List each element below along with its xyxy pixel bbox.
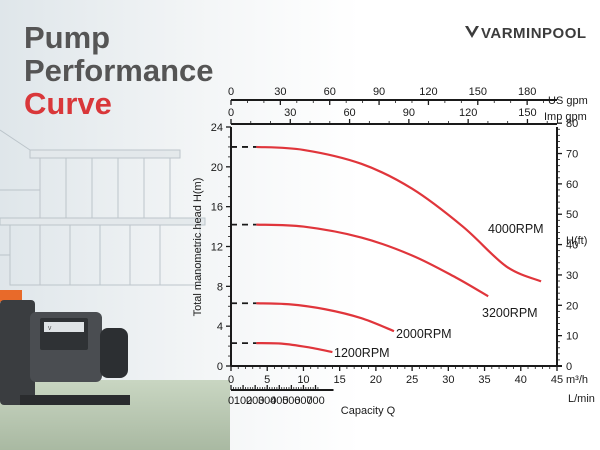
x-tick-label-m3h: 10 <box>297 374 309 386</box>
y-tick-label-m: 0 <box>217 361 223 373</box>
y-tick-label-m: 20 <box>211 162 223 174</box>
series-line-3200rpm <box>256 223 489 298</box>
x-tick-label-lmin: 300 <box>258 395 276 407</box>
x-tick-label-lmin: 700 <box>306 395 324 407</box>
tick-marks <box>226 100 562 390</box>
unit-m3h: m³/h <box>566 374 588 386</box>
series-label-2000rpm: 2000RPM <box>396 327 452 341</box>
y-tick-label-ft: 0 <box>566 361 572 373</box>
y-tick-label-m: 4 <box>217 321 223 333</box>
series-line-2000rpm <box>256 302 395 333</box>
y-tick-label-m: 8 <box>217 281 223 293</box>
x-tick-label-usgpm: 0 <box>228 86 234 98</box>
x-tick-label-m3h: 0 <box>228 374 234 386</box>
x-tick-label-impgpm: 150 <box>518 107 536 119</box>
y-axis-title: Total manometric head H(m) <box>192 178 204 317</box>
brand-name: VARMINPOOL <box>481 25 587 42</box>
x-tick-label-m3h: 20 <box>370 374 382 386</box>
series-label-1200rpm: 1200RPM <box>334 346 390 360</box>
y-tick-label-ft: 20 <box>566 300 578 312</box>
series-line-1200rpm <box>256 341 333 354</box>
x-tick-label-m3h: 35 <box>478 374 490 386</box>
x-tick-label-impgpm: 120 <box>459 107 477 119</box>
x-tick-label-m3h: 30 <box>442 374 454 386</box>
y-tick-label-ft: 30 <box>566 270 578 282</box>
x-tick-label-lmin: 200 <box>246 395 264 407</box>
unit-lmin: L/min <box>568 393 595 405</box>
y-tick-label-ft: 10 <box>566 331 578 343</box>
x-tick-label-usgpm: 30 <box>274 86 286 98</box>
y-tick-label-m: 12 <box>211 242 223 254</box>
unit-usgpm: US gpm <box>548 95 588 107</box>
unit-impgpm: Imp gpm <box>544 111 587 123</box>
y-tick-label-ft: 60 <box>566 179 578 191</box>
grass-ground <box>0 380 230 450</box>
y-tick-label-ft: 40 <box>566 240 578 252</box>
x-tick-label-impgpm: 90 <box>403 107 415 119</box>
v-mark-icon <box>465 26 479 38</box>
svg-text:V: V <box>48 326 52 332</box>
tick-labels: 0 5 10 15 20 25 30 35 40 450 100200300400500600700… <box>211 86 579 407</box>
x-tick-label-usgpm: 90 <box>373 86 385 98</box>
unit-ft: H(ft) <box>566 235 587 247</box>
x-tick-label-m3h: 5 <box>264 374 270 386</box>
series-line-4000rpm <box>256 145 542 283</box>
x-tick-label-m3h: 25 <box>406 374 418 386</box>
title-line-3: Curve <box>24 86 112 121</box>
title-line-2: Performance <box>24 53 214 88</box>
x-tick-label-impgpm: 0 <box>228 107 234 119</box>
x-tick-label-m3h: 15 <box>334 374 346 386</box>
x-tick-label-lmin: 400 <box>270 395 288 407</box>
y-tick-label-ft: 50 <box>566 209 578 221</box>
x-axis-title: Capacity Q <box>341 405 396 417</box>
x-tick-label-lmin: 0 <box>228 395 234 407</box>
brand-logo: VARMINPOOL <box>465 25 587 42</box>
pump-illustration: V <box>0 290 130 405</box>
chart-area: 0 5 10 15 20 25 30 35 40 450 100200300400500600700… <box>192 86 595 417</box>
x-tick-label-impgpm: 30 <box>284 107 296 119</box>
series-curves: 4000RPM 3200RPM 2000RPM 1200RPM <box>231 145 544 360</box>
x-tick-label-lmin: 600 <box>294 395 312 407</box>
x-tick-label-lmin: 500 <box>282 395 300 407</box>
y-tick-label-m: 16 <box>211 202 223 214</box>
series-label-4000rpm: 4000RPM <box>488 222 544 236</box>
x-tick-label-impgpm: 60 <box>343 107 355 119</box>
y-tick-label-ft: 80 <box>566 118 578 130</box>
building-illustration <box>0 129 206 286</box>
y-tick-label-ft: 70 <box>566 149 578 161</box>
y-tick-label-m: 24 <box>211 122 223 134</box>
series-label-3200rpm: 3200RPM <box>482 306 538 320</box>
page-title: Pump Performance Curve <box>24 20 214 121</box>
x-tick-label-m3h: 45 <box>551 374 563 386</box>
x-tick-label-usgpm: 120 <box>419 86 437 98</box>
x-tick-label-lmin: 100 <box>234 395 252 407</box>
x-tick-label-usgpm: 60 <box>324 86 336 98</box>
x-tick-label-usgpm: 150 <box>469 86 487 98</box>
x-tick-label-usgpm: 180 <box>518 86 536 98</box>
title-line-1: Pump <box>24 20 110 55</box>
x-tick-label-m3h: 40 <box>515 374 527 386</box>
